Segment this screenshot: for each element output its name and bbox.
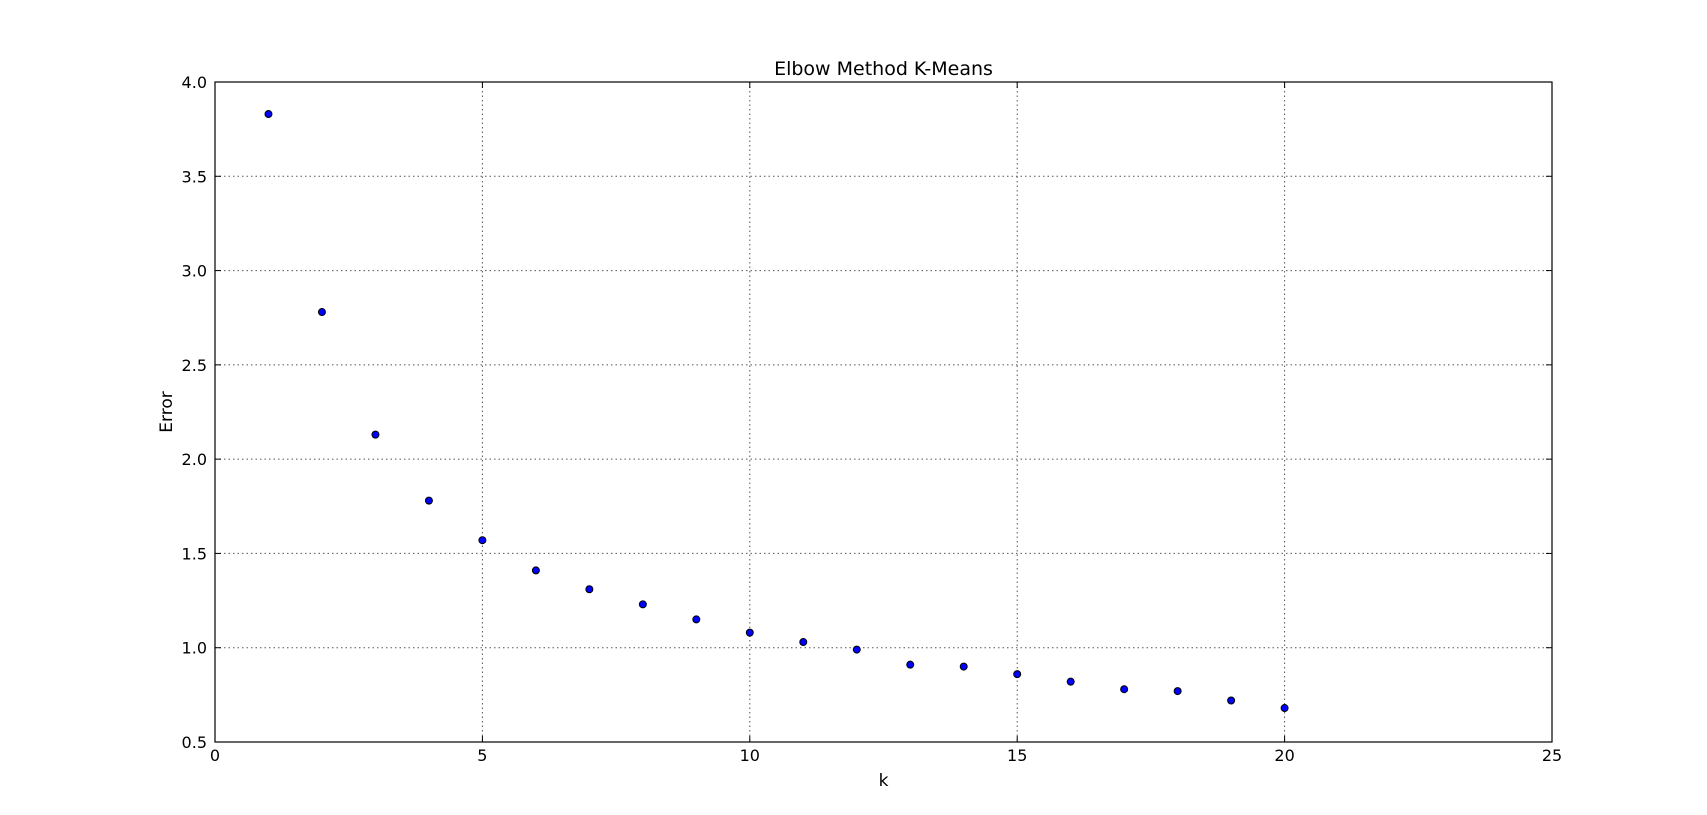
data-point	[531, 566, 540, 575]
y-tick-label: 0.5	[182, 733, 207, 752]
data-point	[906, 660, 915, 669]
chart-title: Elbow Method K-Means	[774, 58, 993, 80]
x-tick-label: 5	[477, 746, 487, 765]
y-tick-label: 4.0	[182, 73, 207, 92]
data-point	[959, 662, 968, 671]
y-tick-label: 3.0	[182, 262, 207, 281]
x-tick-label: 20	[1274, 746, 1294, 765]
data-point	[638, 600, 647, 609]
ticks: 0 5 10 15 20 25 0.5 1.0 1.5 2.0 2.5 3.0 3.5 4.0	[182, 73, 1563, 765]
grid	[215, 82, 1552, 742]
x-tick-label: 0	[210, 746, 220, 765]
data-point	[585, 585, 594, 594]
data-point	[317, 308, 326, 317]
data-point	[1280, 704, 1289, 713]
y-tick-label: 2.0	[182, 450, 207, 469]
data-point	[478, 536, 487, 545]
data-point	[424, 496, 433, 505]
y-tick-label: 1.5	[182, 544, 207, 563]
x-tick-label: 15	[1007, 746, 1027, 765]
y-tick-label: 1.0	[182, 639, 207, 658]
x-tick-label: 10	[740, 746, 760, 765]
data-point	[852, 645, 861, 654]
data-point	[264, 110, 273, 119]
y-axis-label: Error	[157, 391, 177, 432]
data-point	[1120, 685, 1129, 694]
plot-frame	[214, 81, 1553, 743]
y-tick-label: 2.5	[182, 356, 207, 375]
data-point	[745, 628, 754, 637]
data-point	[799, 638, 808, 647]
data-point	[692, 615, 701, 624]
data-point	[1066, 677, 1075, 686]
data-point	[371, 430, 380, 439]
x-tick-label: 25	[1542, 746, 1562, 765]
data-point	[1227, 696, 1236, 705]
y-tick-label: 3.5	[182, 167, 207, 186]
data-point	[1013, 670, 1022, 679]
x-axis-label: k	[879, 771, 889, 791]
data-points	[264, 110, 1289, 713]
data-point	[1173, 687, 1182, 696]
